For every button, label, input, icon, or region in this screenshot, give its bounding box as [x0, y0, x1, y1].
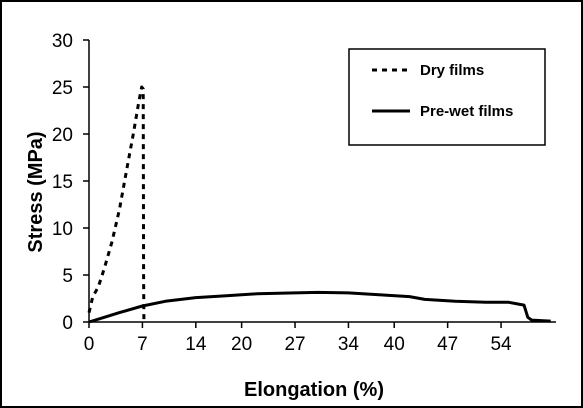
series-lines: [87, 85, 551, 324]
x-axis-label: Elongation (%): [244, 379, 384, 401]
y-axis-ticks: 0 5 10 15 20 25 30: [52, 31, 89, 334]
x-tick-label: 40: [384, 334, 405, 355]
x-tick-label: 0: [84, 334, 95, 355]
y-tick-label: 15: [52, 172, 73, 193]
y-tick-label: 0: [62, 313, 73, 334]
x-tick-label: 14: [185, 334, 207, 355]
series-line-dry-films: [87, 85, 146, 323]
x-tick-label: 27: [284, 334, 305, 355]
x-axis-ticks: 0 7 14 20 27 34 40 47 54: [84, 322, 512, 355]
x-tick-label: 20: [231, 334, 252, 355]
x-tick-label: 47: [437, 334, 458, 355]
legend-box: [348, 48, 546, 146]
y-tick-label: 10: [52, 219, 73, 240]
y-tick-label: 5: [62, 266, 73, 287]
y-tick-label: 30: [52, 31, 73, 52]
legend-label-pre-wet-films: Pre-wet films: [420, 103, 513, 120]
y-tick-label: 20: [52, 125, 73, 146]
y-axis-label: Stress (MPa): [25, 131, 47, 252]
legend: Dry films Pre-wet films: [348, 48, 546, 146]
legend-label-dry-films: Dry films: [420, 62, 484, 79]
series-line-pre-wet-films: [88, 290, 551, 324]
y-tick-label: 25: [52, 78, 73, 99]
x-tick-label: 34: [338, 334, 360, 355]
x-tick-label: 7: [137, 334, 148, 355]
x-tick-label: 54: [490, 334, 512, 355]
